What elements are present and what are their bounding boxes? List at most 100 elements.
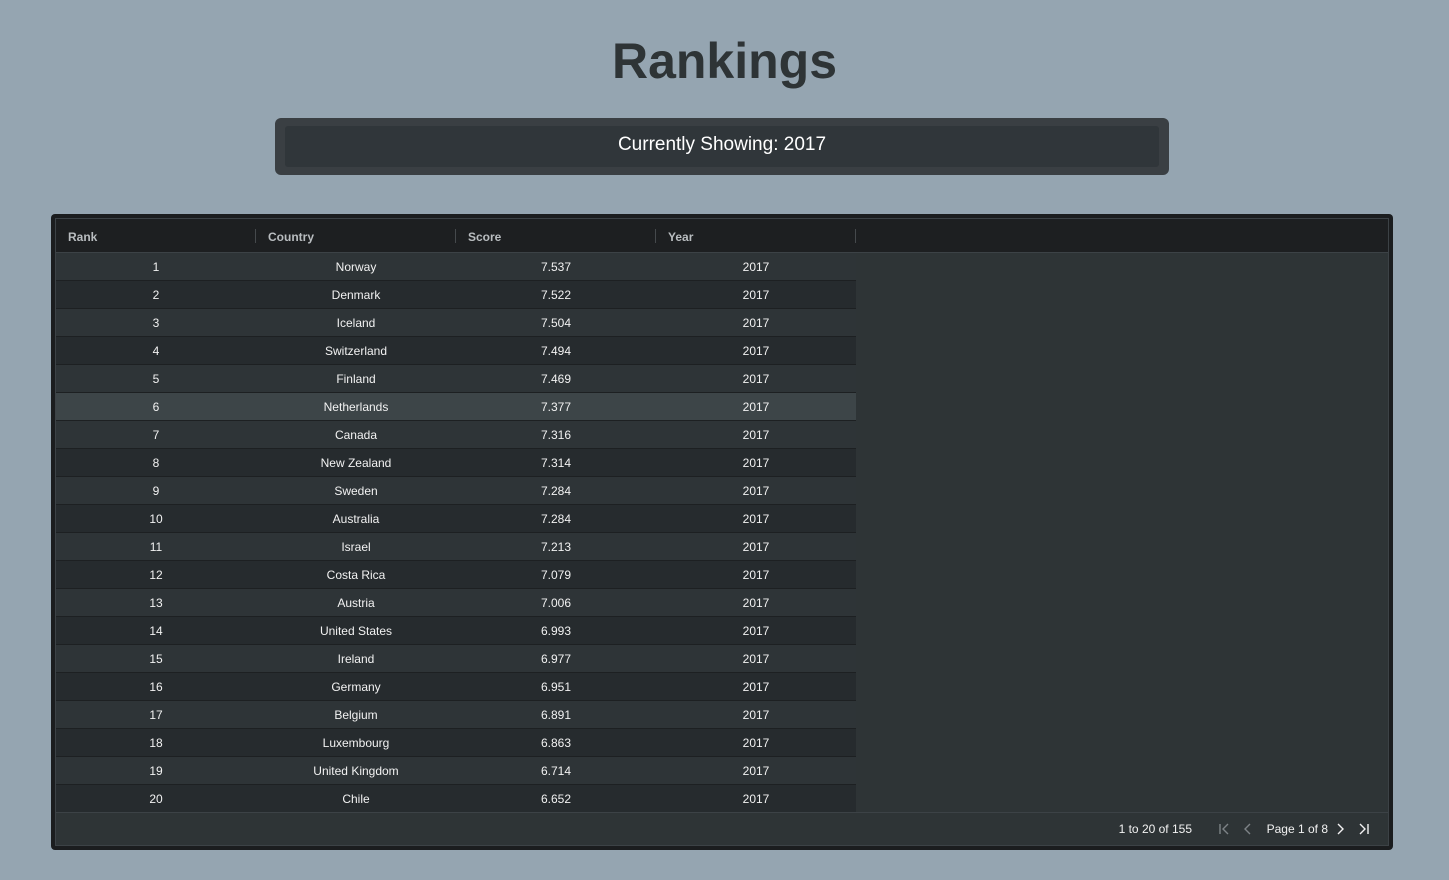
- showing-label: Currently Showing: 2017: [285, 126, 1159, 167]
- first-page-icon[interactable]: [1216, 821, 1232, 837]
- column-separator[interactable]: [855, 229, 856, 243]
- cell-year: 2017: [742, 400, 770, 414]
- table-row[interactable]: 20 Chile 6.652 2017: [56, 785, 856, 813]
- cell-score: 7.213: [540, 540, 572, 554]
- page-label: Page 1 of 8: [1266, 822, 1328, 836]
- cell-year: 2017: [742, 260, 770, 274]
- table-row[interactable]: 17 Belgium 6.891 2017: [56, 701, 856, 729]
- cell-country: Sweden: [334, 484, 378, 498]
- table-row[interactable]: 12 Costa Rica 7.079 2017: [56, 561, 856, 589]
- grid-body: 1 Norway 7.537 2017 2 Denmark 7.522 2017 3 Icelan…: [56, 253, 856, 813]
- last-page-icon[interactable]: [1356, 821, 1372, 837]
- pagination-bar: 1 to 20 of 155 Page 1 of 8: [56, 812, 1388, 845]
- cell-rank: 19: [149, 764, 163, 778]
- table-row[interactable]: 4 Switzerland 7.494 2017: [56, 337, 856, 365]
- cell-year: 2017: [742, 568, 770, 582]
- cell-country: Luxembourg: [322, 736, 390, 750]
- table-row[interactable]: 18 Luxembourg 6.863 2017: [56, 729, 856, 757]
- cell-score: 7.006: [540, 596, 572, 610]
- cell-rank: 17: [149, 708, 163, 722]
- page-title: Rankings: [611, 33, 838, 89]
- cell-year: 2017: [742, 428, 770, 442]
- column-separator[interactable]: [455, 229, 456, 243]
- cell-rank: 11: [149, 540, 163, 554]
- cell-country: New Zealand: [320, 456, 392, 470]
- column-header-label: Year: [668, 230, 694, 244]
- row-count-summary: 1 to 20 of 155: [1118, 822, 1192, 836]
- cell-country: Canada: [334, 428, 378, 442]
- table-row[interactable]: 19 United Kingdom 6.714 2017: [56, 757, 856, 785]
- cell-score: 7.522: [540, 288, 572, 302]
- cell-rank: 14: [149, 624, 163, 638]
- cell-score: 6.714: [540, 764, 572, 778]
- cell-rank: 7: [152, 428, 160, 442]
- cell-country: United Kingdom: [313, 764, 399, 778]
- cell-score: 7.494: [540, 344, 572, 358]
- table-row[interactable]: 15 Ireland 6.977 2017: [56, 645, 856, 673]
- cell-country: Netherlands: [323, 400, 389, 414]
- table-row[interactable]: 1 Norway 7.537 2017: [56, 253, 856, 281]
- column-header-country[interactable]: Country: [256, 219, 456, 252]
- cell-country: Chile: [342, 792, 370, 806]
- next-page-icon[interactable]: [1332, 821, 1348, 837]
- table-row[interactable]: 3 Iceland 7.504 2017: [56, 309, 856, 337]
- cell-year: 2017: [742, 484, 770, 498]
- table-row[interactable]: 8 New Zealand 7.314 2017: [56, 449, 856, 477]
- cell-rank: 4: [152, 344, 160, 358]
- cell-country: Iceland: [336, 316, 376, 330]
- cell-year: 2017: [742, 792, 770, 806]
- cell-country: Israel: [341, 540, 371, 554]
- table-row[interactable]: 16 Germany 6.951 2017: [56, 673, 856, 701]
- column-separator[interactable]: [655, 229, 656, 243]
- cell-year: 2017: [742, 596, 770, 610]
- cell-rank: 1: [152, 260, 160, 274]
- cell-rank: 18: [149, 736, 163, 750]
- cell-country: Germany: [331, 680, 381, 694]
- table-row[interactable]: 13 Austria 7.006 2017: [56, 589, 856, 617]
- cell-country: Belgium: [334, 708, 378, 722]
- cell-country: Ireland: [337, 652, 375, 666]
- cell-score: 6.891: [540, 708, 572, 722]
- table-row[interactable]: 11 Israel 7.213 2017: [56, 533, 856, 561]
- previous-page-icon[interactable]: [1240, 821, 1256, 837]
- column-header-rank[interactable]: Rank: [56, 219, 256, 252]
- cell-rank: 6: [152, 400, 160, 414]
- showing-banner: Currently Showing: 2017: [275, 118, 1169, 175]
- cell-country: Austria: [337, 596, 375, 610]
- table-row[interactable]: 10 Australia 7.284 2017: [56, 505, 856, 533]
- cell-score: 7.504: [540, 316, 572, 330]
- cell-rank: 12: [149, 568, 163, 582]
- cell-rank: 5: [152, 372, 160, 386]
- cell-country: Australia: [332, 512, 380, 526]
- cell-year: 2017: [742, 372, 770, 386]
- cell-year: 2017: [742, 624, 770, 638]
- cell-score: 7.284: [540, 512, 572, 526]
- cell-rank: 10: [149, 512, 163, 526]
- rankings-grid: Rank Country Score Year 1 Norway 7.537 2017…: [55, 218, 1389, 846]
- table-row[interactable]: 5 Finland 7.469 2017: [56, 365, 856, 393]
- cell-score: 7.314: [540, 456, 572, 470]
- column-header-year[interactable]: Year: [656, 219, 856, 252]
- cell-rank: 15: [149, 652, 163, 666]
- cell-rank: 8: [152, 456, 160, 470]
- table-row[interactable]: 9 Sweden 7.284 2017: [56, 477, 856, 505]
- cell-year: 2017: [742, 764, 770, 778]
- cell-country: Finland: [336, 372, 376, 386]
- cell-year: 2017: [742, 456, 770, 470]
- cell-year: 2017: [742, 708, 770, 722]
- cell-year: 2017: [742, 316, 770, 330]
- cell-country: Costa Rica: [326, 568, 386, 582]
- cell-rank: 20: [149, 792, 163, 806]
- column-header-score[interactable]: Score: [456, 219, 656, 252]
- cell-rank: 13: [149, 596, 163, 610]
- cell-rank: 3: [152, 316, 160, 330]
- cell-country: Switzerland: [324, 344, 388, 358]
- table-row[interactable]: 14 United States 6.993 2017: [56, 617, 856, 645]
- table-row[interactable]: 6 Netherlands 7.377 2017: [56, 393, 856, 421]
- table-row[interactable]: 2 Denmark 7.522 2017: [56, 281, 856, 309]
- column-separator[interactable]: [255, 229, 256, 243]
- table-row[interactable]: 7 Canada 7.316 2017: [56, 421, 856, 449]
- cell-year: 2017: [742, 652, 770, 666]
- cell-score: 7.469: [540, 372, 572, 386]
- cell-year: 2017: [742, 540, 770, 554]
